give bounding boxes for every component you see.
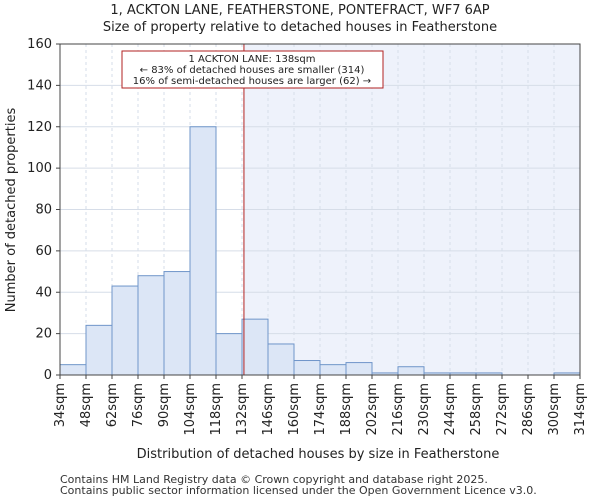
- x-tick-label: 300sqm: [547, 383, 562, 436]
- x-tick-label: 132sqm: [235, 383, 250, 436]
- footer-line-1: Contains HM Land Registry data © Crown c…: [60, 473, 488, 486]
- histogram-bar: [319, 364, 347, 376]
- y-tick-label: 40: [35, 285, 52, 300]
- y-tick-label: 60: [35, 244, 52, 259]
- histogram-bar: [215, 333, 243, 376]
- x-tick-label: 188sqm: [339, 383, 354, 436]
- histogram-bar: [85, 324, 113, 376]
- histogram-bar: [189, 126, 217, 376]
- histogram-bar: [345, 362, 373, 376]
- plot-area: 0 20 40 60 80 100 120 140 160 34sqm 48sqm 62sqm 76sq…: [27, 37, 588, 436]
- x-tick-label: 216sqm: [391, 383, 406, 436]
- x-tick-label: 272sqm: [495, 383, 510, 436]
- y-tick-label: 100: [27, 161, 52, 176]
- x-tick-label: 314sqm: [573, 383, 588, 436]
- annotation-line-1: 1 ACKTON LANE: 138sqm: [189, 54, 316, 65]
- x-tick-label: 104sqm: [183, 383, 198, 436]
- chart-title: 1, ACKTON LANE, FEATHERSTONE, PONTEFRACT…: [110, 3, 489, 18]
- histogram-bar: [59, 364, 87, 376]
- histogram-bar: [137, 275, 165, 376]
- x-tick-label: 244sqm: [443, 383, 458, 436]
- y-tick-label: 0: [44, 368, 52, 383]
- footer-line-2: Contains public sector information licen…: [60, 484, 537, 497]
- histogram-bar: [163, 271, 191, 376]
- y-tick-label: 160: [27, 37, 52, 52]
- x-tick-label: 48sqm: [79, 383, 94, 427]
- histogram-bar: [397, 366, 425, 376]
- histogram-bar: [293, 360, 321, 376]
- annotation-line-2: ← 83% of detached houses are smaller (31…: [140, 65, 365, 76]
- annotation-frame: [121, 50, 384, 89]
- annotation-box: 1 ACKTON LANE: 138sqm ← 83% of detached …: [121, 50, 384, 89]
- annotation-line-3: 16% of semi-detached houses are larger (…: [133, 76, 371, 87]
- x-tick-label: 62sqm: [105, 383, 120, 427]
- y-tick-label: 20: [35, 327, 52, 342]
- x-tick-label: 146sqm: [261, 383, 276, 436]
- histogram-bar: [111, 285, 139, 376]
- x-tick-label: 202sqm: [365, 383, 380, 436]
- x-tick-label: 174sqm: [313, 383, 328, 436]
- y-tick-label: 120: [27, 120, 52, 135]
- x-tick-label: 34sqm: [53, 383, 68, 427]
- x-tick-label: 258sqm: [469, 383, 484, 436]
- chart-subtitle: Size of property relative to detached ho…: [103, 20, 497, 35]
- y-tick-label: 140: [27, 78, 52, 93]
- y-axis-label: Number of detached properties: [4, 108, 19, 313]
- x-tick-label: 286sqm: [521, 383, 536, 436]
- histogram-bar: [267, 343, 295, 376]
- x-tick-label: 76sqm: [131, 383, 146, 427]
- y-tick-label: 80: [35, 203, 52, 218]
- x-tick-label: 90sqm: [157, 383, 172, 427]
- histogram-bar: [241, 318, 269, 376]
- x-axis-label: Distribution of detached houses by size …: [137, 447, 500, 462]
- x-tick-label: 160sqm: [287, 383, 302, 436]
- x-tick-label: 118sqm: [209, 383, 224, 436]
- x-tick-label: 230sqm: [417, 383, 432, 436]
